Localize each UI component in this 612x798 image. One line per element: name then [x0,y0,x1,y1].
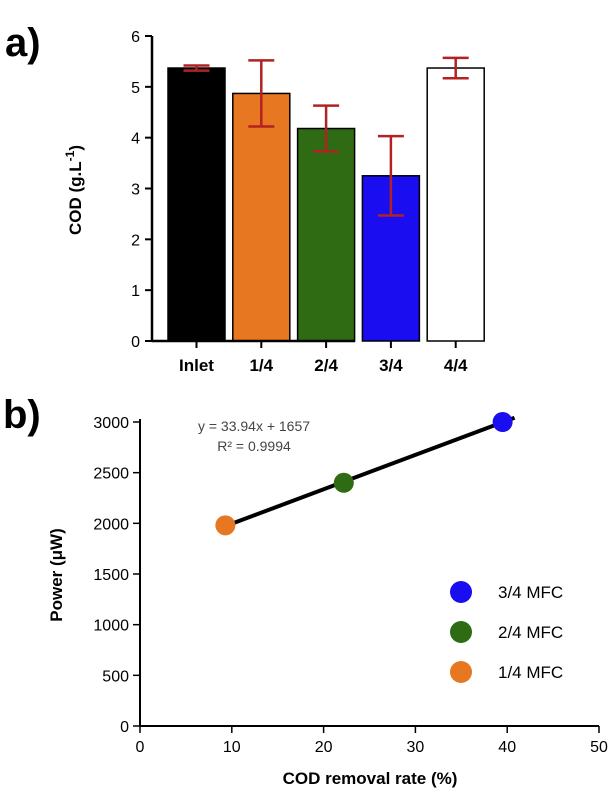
bar-y-tick-label: 4 [131,131,140,148]
error-bar [442,56,469,80]
scatter-y-tick-label: 1000 [93,618,129,635]
bar-y-tick-label: 0 [131,334,140,351]
bar-y-tick-label: 2 [131,232,140,249]
scatter-y-axis: 0 500 1000 1500 2000 2500 3000 [93,415,141,736]
legend-label: 3/4 MFC [498,583,563,602]
fit-equation: y = 33.94x + 1657 [198,418,310,434]
bar [167,67,226,342]
bar-category-label: 1/4 [249,356,273,375]
scatter-points [215,412,513,536]
fit-r-squared: R² = 0.9994 [217,438,291,454]
bar-y-tick-label: 5 [131,80,140,97]
panel-b-label: b) [3,393,41,437]
fit-line-group [218,415,516,531]
fit-line [218,415,516,531]
bar-y-axis-title: COD (g.L-1) [63,145,85,235]
scatter-x-tick-label: 50 [590,739,608,756]
bar-series [167,56,485,342]
bar-y-tick-label: 3 [131,182,140,199]
bar-chart-panel: a) COD (g.L-1) 0 1 2 3 4 5 6 Inlet 1/4 2/4 3/4 4/4 [5,21,485,375]
bar-category-label: 2/4 [314,356,338,375]
bar [296,127,356,342]
scatter-x-tick-label: 40 [498,739,516,756]
scatter-y-tick-label: 0 [120,719,129,736]
bar-category-label: 3/4 [379,356,403,375]
scatter-x-tick-label: 30 [407,739,425,756]
legend-marker [450,581,472,603]
scatter-y-tick-label: 1500 [93,567,129,584]
error-bar [248,59,275,128]
scatter-chart-panel: b) Power (μW) COD removal rate (%) 05001… [3,393,608,788]
bar-y-axis: 0 1 2 3 4 5 6 [131,29,154,351]
legend-marker [450,661,472,683]
panel-a-label: a) [5,21,41,65]
scatter-y-axis-title: Power (μW) [47,528,66,622]
legend: 3/4 MFC 2/4 MFC 1/4 MFC [450,581,563,683]
scatter-y-tick-label: 2000 [93,516,129,533]
scatter-point [333,472,354,493]
scatter-point [215,515,236,536]
scatter-x-axis-title: COD removal rate (%) [283,769,458,788]
error-bar [377,134,404,217]
bar-y-tick-label: 1 [131,283,140,300]
legend-label: 2/4 MFC [498,623,563,642]
scatter-point [492,412,513,432]
bar [426,67,485,342]
scatter-x-axis: 0 10 20 30 40 50 [136,725,608,756]
scatter-x-tick-label: 10 [223,739,241,756]
error-bar [313,104,340,153]
bar [232,92,291,342]
bar-category-label: Inlet [179,356,214,375]
scatter-y-tick-label: 500 [102,668,129,685]
scatter-y-tick-label: 2500 [93,466,129,483]
legend-marker [450,621,472,643]
legend-label: 1/4 MFC [498,663,563,682]
scatter-x-tick-label: 0 [136,739,145,756]
scatter-y-tick-label: 3000 [93,415,129,432]
scatter-x-tick-label: 20 [315,739,333,756]
bar-x-axis: Inlet 1/4 2/4 3/4 4/4 [152,339,468,375]
error-bar [183,64,210,72]
bar-y-tick-label: 6 [131,29,140,46]
bar-category-label: 4/4 [444,356,468,375]
